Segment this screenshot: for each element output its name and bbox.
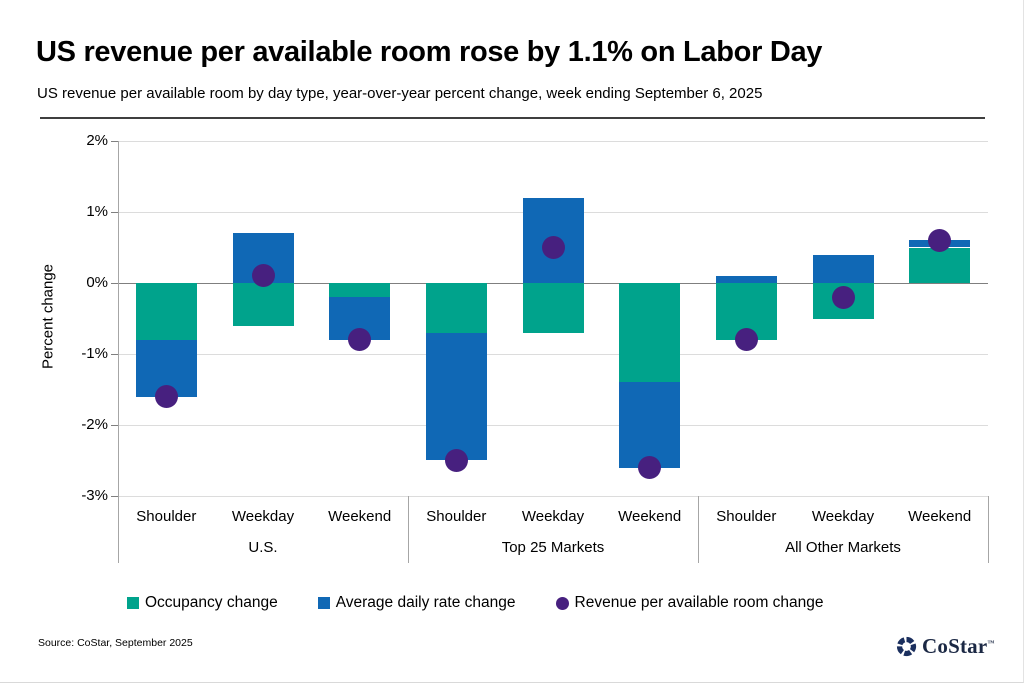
- y-axis-tick: [111, 354, 118, 355]
- bar-segment-occupancy: [232, 283, 294, 326]
- bar-segment-adr: [715, 275, 777, 283]
- legend-item-adr: Average daily rate change: [317, 594, 516, 612]
- y-tick-label: -1%: [81, 345, 108, 362]
- bar-segment-occupancy: [522, 283, 584, 333]
- revpar-swatch-icon: [555, 596, 569, 610]
- group-divider: [698, 496, 699, 563]
- legend-label: Revenue per available room change: [574, 594, 824, 611]
- legend-label: Occupancy change: [145, 594, 278, 611]
- trademark-symbol: ™: [987, 639, 995, 647]
- y-axis-tick: [111, 212, 118, 213]
- revpar-dot: [348, 328, 372, 352]
- revpar-dot: [734, 328, 758, 352]
- x-group-label: Top 25 Markets: [501, 539, 605, 556]
- x-category-label: Shoulder: [426, 508, 487, 525]
- bar-segment-adr: [812, 254, 874, 283]
- legend-label: Average daily rate change: [335, 594, 516, 611]
- occupancy-swatch-icon: [127, 597, 139, 609]
- x-category-label: Weekday: [231, 508, 295, 525]
- revpar-dot: [831, 285, 855, 309]
- x-group-label: All Other Markets: [785, 539, 901, 556]
- costar-pinwheel-icon: [896, 636, 917, 657]
- y-axis-tick: [111, 425, 118, 426]
- bar-segment-occupancy: [425, 283, 487, 333]
- costar-logo-text: CoStar™: [922, 634, 995, 658]
- x-category-label: Shoulder: [716, 508, 777, 525]
- y-tick-label: -3%: [81, 487, 108, 504]
- x-category-label: Weekend: [328, 508, 392, 525]
- group-divider: [408, 496, 409, 563]
- bar-segment-occupancy: [619, 283, 681, 383]
- y-tick-label: 0%: [86, 274, 108, 291]
- header-divider: [40, 117, 985, 119]
- revpar-dot: [251, 264, 275, 288]
- bar-segment-adr: [619, 382, 681, 468]
- revpar-dot: [638, 456, 662, 480]
- legend-item-occupancy: Occupancy change: [127, 594, 278, 612]
- bar-segment-adr: [425, 332, 487, 461]
- x-category-label: Shoulder: [136, 508, 197, 525]
- gridline: [118, 496, 988, 497]
- revpar-dot: [541, 236, 565, 259]
- revpar-dot: [444, 449, 468, 472]
- page-title: US revenue per available room rose by 1.…: [36, 36, 823, 68]
- y-tick-label: 1%: [86, 203, 108, 220]
- adr-swatch-icon: [317, 597, 330, 609]
- chart-subtitle: US revenue per available room by day typ…: [37, 85, 763, 102]
- legend-item-revpar: Revenue per available room change: [555, 594, 824, 612]
- x-category-label: Weekday: [521, 508, 585, 525]
- group-divider: [988, 496, 989, 563]
- revpar-dot: [928, 228, 952, 252]
- chart-legend: Occupancy change Average daily rate chan…: [127, 594, 824, 612]
- y-axis-tick: [111, 496, 118, 497]
- bar-segment-occupancy: [135, 283, 197, 340]
- y-tick-label: -2%: [81, 416, 108, 433]
- x-category-label: Weekend: [618, 508, 682, 525]
- source-note: Source: CoStar, September 2025: [38, 637, 193, 649]
- x-category-label: Weekday: [811, 508, 875, 525]
- revpar-dot: [154, 385, 178, 409]
- gridline: [118, 425, 988, 426]
- y-axis-line: [118, 141, 119, 496]
- y-tick-label: 2%: [86, 132, 108, 149]
- gridline: [118, 354, 988, 355]
- bar-segment-occupancy: [909, 247, 971, 283]
- y-axis-tick: [111, 141, 118, 142]
- gridline: [118, 141, 988, 142]
- group-divider: [118, 496, 119, 563]
- x-group-label: U.S.: [248, 539, 278, 556]
- costar-logo: CoStar™: [895, 634, 995, 659]
- y-axis-tick: [111, 283, 118, 284]
- x-category-label: Weekend: [908, 508, 972, 525]
- bar-segment-occupancy: [329, 283, 391, 298]
